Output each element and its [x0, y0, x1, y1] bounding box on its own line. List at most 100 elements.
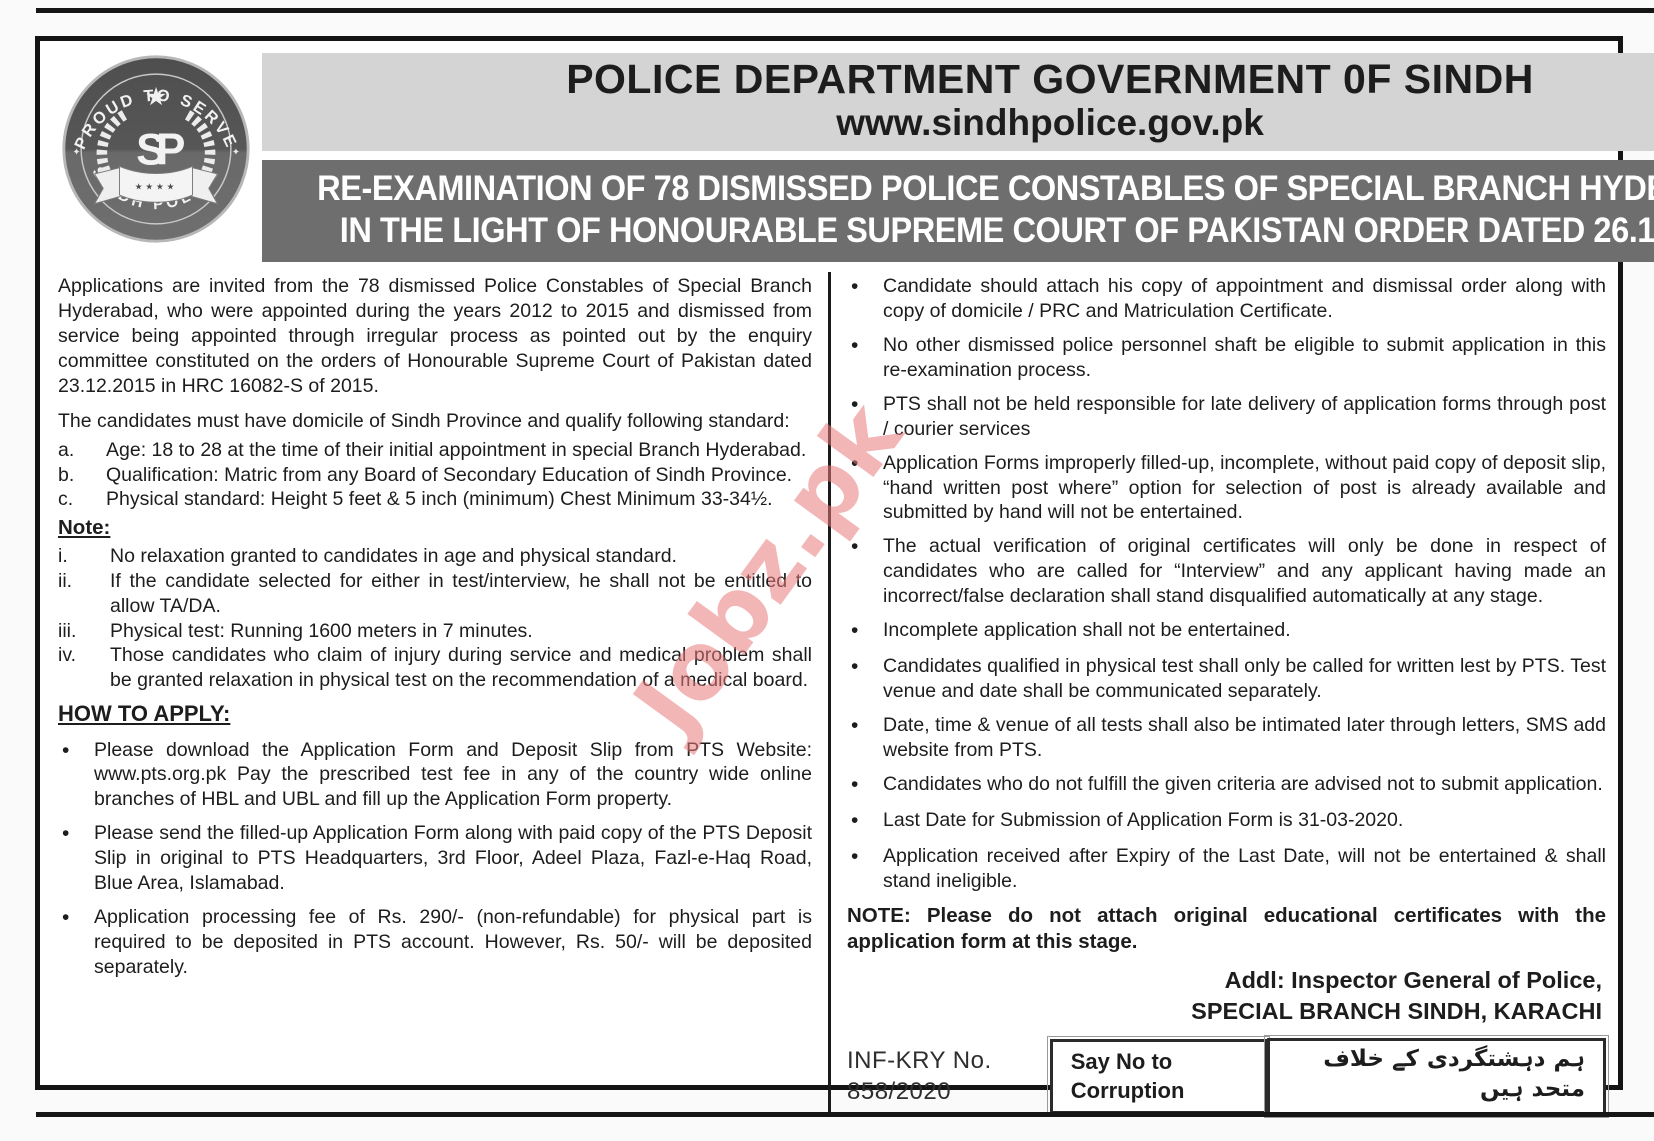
item-text: Date, time & venue of all tests shall al…: [883, 714, 1606, 761]
bullet-icon: [847, 713, 883, 763]
note-heading: Note:: [58, 516, 111, 540]
list-item: Application processing fee of Rs. 290/- …: [58, 905, 812, 980]
signature-office: SPECIAL BRANCH SINDH, KARACHI: [1191, 997, 1602, 1024]
header-title-box: POLICE DEPARTMENT GOVERNMENT 0F SINDH ww…: [262, 53, 1654, 151]
item-text: Application Forms improperly filled-up, …: [883, 451, 1606, 524]
item-text: Application processing fee of Rs. 290/- …: [94, 906, 812, 979]
item-text: No other dismissed police personnel shaf…: [883, 333, 1606, 381]
item-text: Those candidates who claim of injury dur…: [110, 644, 812, 692]
item-text: Last Date for Submission of Application …: [883, 808, 1404, 831]
list-item: Candidates qualified in physical test sh…: [847, 654, 1606, 704]
badge-left-diamond-icon: ✦: [72, 147, 80, 158]
item-label: ii.: [58, 569, 73, 592]
item-text: Physical test: Running 1600 meters in 7 …: [110, 619, 533, 642]
list-item: Please send the filled-up Application Fo…: [58, 821, 812, 896]
standards-intro: The candidates must have domicile of Sin…: [58, 409, 790, 432]
standards-list: a. Age: 18 to 28 at the time of their in…: [58, 438, 812, 513]
badge-star-icon: ★: [145, 83, 167, 111]
banner: RE-EXAMINATION OF 78 DISMISSED POLICE CO…: [262, 159, 1654, 262]
ribbon-left: [93, 166, 122, 205]
list-item: No other dismissed police personnel shaf…: [847, 333, 1606, 383]
item-text: Candidates who do not fulfill the given …: [883, 772, 1603, 795]
bullet-icon: [847, 772, 883, 799]
item-text: If the candidate selected for either in …: [110, 569, 812, 617]
item-text: No relaxation granted to candidates in a…: [110, 544, 677, 567]
standard-item: a. Age: 18 to 28 at the time of their in…: [58, 438, 812, 463]
banner-line-1: RE-EXAMINATION OF 78 DISMISSED POLICE CO…: [317, 168, 1654, 208]
sindh-police-badge-icon: PROUD TO SERVE SINDH POLICE ✦ ✦ ★ SP ★★★…: [62, 55, 250, 243]
right-column: Candidate should attach his copy of appo…: [828, 271, 1609, 1119]
note-paragraph: NOTE: Please do not attach original educ…: [847, 903, 1606, 953]
item-text: The actual verification of original cert…: [883, 535, 1606, 608]
signature-title: Addl: Inspector General of Police,: [1224, 967, 1602, 994]
signature-block: Addl: Inspector General of Police, SPECI…: [847, 965, 1602, 1026]
item-label: c.: [58, 488, 74, 511]
bullet-icon: [847, 274, 883, 324]
bullet-icon: [847, 333, 883, 383]
bullet-icon: [847, 654, 883, 704]
advert-reference: INF-KRY No. 858/2020: [847, 1046, 992, 1105]
website-url: www.sindhpolice.gov.pk: [836, 102, 1264, 144]
how-to-apply-list: Please download the Application Form and…: [58, 738, 812, 981]
item-text: Candidates qualified in physical test sh…: [883, 655, 1606, 703]
item-text: Please download the Application Form and…: [94, 738, 812, 811]
note-item: iv. Those candidates who claim of injury…: [58, 643, 812, 693]
item-label: i.: [58, 544, 68, 567]
note-item: ii. If the candidate selected for either…: [58, 569, 812, 619]
list-item: Application Forms improperly filled-up, …: [847, 451, 1606, 526]
notes-list: i. No relaxation granted to candidates i…: [58, 544, 812, 694]
list-item: Last Date for Submission of Application …: [847, 808, 1606, 835]
bullet-icon: [58, 905, 94, 980]
bullet-icon: [847, 808, 883, 835]
item-text: Physical standard: Height 5 feet & 5 inc…: [106, 488, 773, 511]
item-text: Qualification: Matric from any Board of …: [106, 463, 793, 486]
list-item: Candidate should attach his copy of appo…: [847, 274, 1606, 324]
list-item: Date, time & venue of all tests shall al…: [847, 713, 1606, 763]
item-label: a.: [58, 438, 75, 461]
item-label: iii.: [58, 619, 77, 642]
standard-item: c. Physical standard: Height 5 feet & 5 …: [58, 487, 812, 512]
item-label: iv.: [58, 644, 77, 667]
conditions-list: Candidate should attach his copy of appo…: [847, 274, 1606, 894]
bullet-icon: [847, 844, 883, 894]
ribbon-center: [119, 165, 193, 203]
how-to-apply-heading: HOW TO APPLY:: [58, 701, 231, 727]
bullet-icon: [58, 738, 94, 813]
body-columns: Applications are invited from the 78 dis…: [50, 271, 1609, 1119]
item-text: Application received after Expiry of the…: [883, 844, 1606, 892]
item-text: Incomplete application shall not be ente…: [883, 619, 1291, 642]
badge-right-diamond-icon: ✦: [232, 147, 240, 158]
ad-border-box: PROUD TO SERVE SINDH POLICE ✦ ✦ ★ SP ★★★…: [35, 36, 1654, 1119]
bullet-icon: [847, 451, 883, 526]
list-item: Incomplete application shall not be ente…: [847, 618, 1606, 645]
top-rule-line: [36, 8, 1654, 13]
ribbon-stars-icon: ★★★★: [135, 181, 177, 191]
bullet-icon: [847, 534, 883, 609]
standard-item: b. Qualification: Matric from any Board …: [58, 463, 812, 488]
bullet-icon: [58, 821, 94, 896]
item-text: PTS shall not be held responsible for la…: [883, 392, 1606, 440]
footer-row: INF-KRY No. 858/2020 Say No to Corruptio…: [847, 1035, 1609, 1119]
urdu-slogan-box: ہم دہشتگردی کے خلاف متحد ہیں: [1264, 1035, 1609, 1119]
list-item: PTS shall not be held responsible for la…: [847, 392, 1606, 442]
item-text: Candidate should attach his copy of appo…: [883, 274, 1606, 322]
bullet-icon: [847, 618, 883, 645]
ad-header: PROUD TO SERVE SINDH POLICE ✦ ✦ ★ SP ★★★…: [50, 47, 1654, 262]
logo-area: PROUD TO SERVE SINDH POLICE ✦ ✦ ★ SP ★★★…: [50, 47, 262, 262]
department-title: POLICE DEPARTMENT GOVERNMENT 0F SINDH: [566, 56, 1534, 102]
bullet-icon: [847, 392, 883, 442]
say-no-to-corruption-box: Say No to Corruption: [1046, 1036, 1271, 1117]
intro-paragraph: Applications are invited from the 78 dis…: [58, 274, 812, 397]
bottom-rule-line: [36, 1112, 1654, 1117]
note-item: iii. Physical test: Running 1600 meters …: [58, 619, 812, 644]
header-right: POLICE DEPARTMENT GOVERNMENT 0F SINDH ww…: [262, 47, 1654, 262]
list-item: The actual verification of original cert…: [847, 534, 1606, 609]
item-text: Age: 18 to 28 at the time of their initi…: [106, 438, 807, 461]
left-column: Applications are invited from the 78 dis…: [50, 272, 828, 1115]
note-item: i. No relaxation granted to candidates i…: [58, 544, 812, 569]
list-item: Application received after Expiry of the…: [847, 844, 1606, 894]
item-text: Please send the filled-up Application Fo…: [94, 822, 812, 895]
list-item: Candidates who do not fulfill the given …: [847, 772, 1606, 799]
item-label: b.: [58, 463, 75, 486]
list-item: Please download the Application Form and…: [58, 738, 812, 813]
